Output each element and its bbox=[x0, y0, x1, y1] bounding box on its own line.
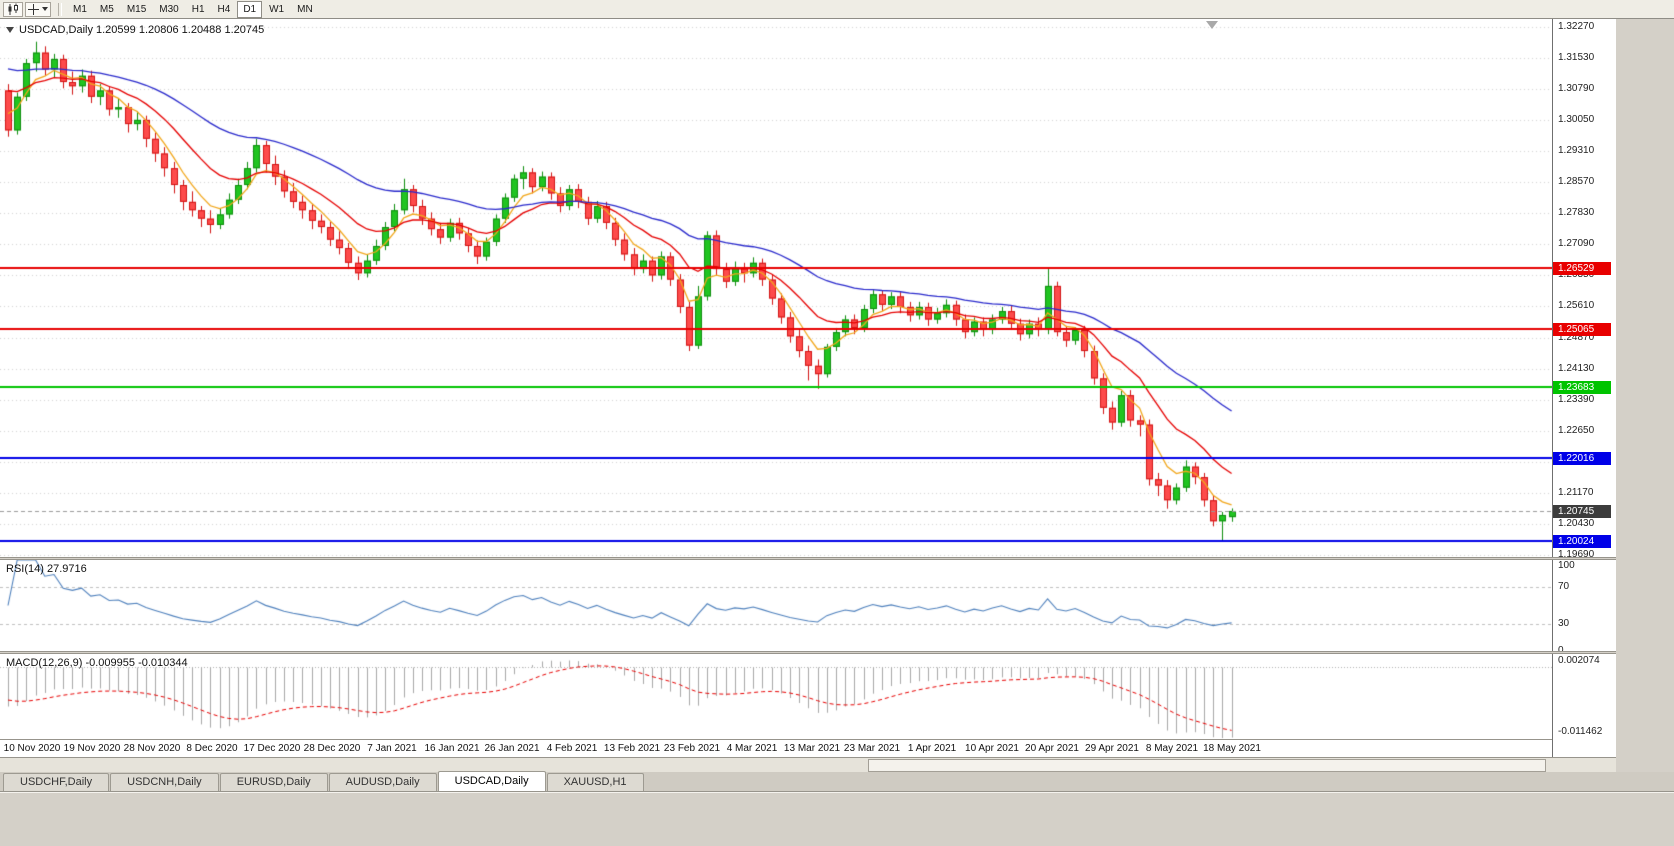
time-axis-label: 10 Nov 2020 bbox=[3, 743, 61, 754]
hline-price-tag: 1.22016 bbox=[1553, 452, 1611, 465]
price-tick-label: 1.24870 bbox=[1558, 332, 1595, 343]
price-chart-canvas[interactable] bbox=[0, 19, 1552, 557]
time-axis-label: 26 Jan 2021 bbox=[484, 743, 540, 754]
timeframe-button-m30[interactable]: M30 bbox=[159, 3, 179, 15]
hline-price-tag: 1.20024 bbox=[1553, 535, 1611, 548]
price-axis: 1.32270 1.31530 1.30790 1.30050 1.29310 1.285… bbox=[1552, 19, 1616, 757]
chart-tab-xauusd[interactable]: XAUUSD,H1 bbox=[546, 773, 644, 791]
macd-scale-label: 0.002074 bbox=[1558, 655, 1600, 666]
chart-tab-bar: USDCHF,Daily USDCNH,Daily EURUSD,Daily AUDU… bbox=[0, 771, 1674, 792]
time-axis-label: 17 Dec 2020 bbox=[243, 743, 301, 754]
chart-tab-eurusd[interactable]: EURUSD,Daily bbox=[219, 773, 328, 791]
price-tick-label: 1.30050 bbox=[1558, 114, 1595, 125]
panel-separator-rsi[interactable] bbox=[0, 557, 1616, 560]
time-axis-label: 10 Apr 2021 bbox=[965, 743, 1019, 754]
chart-tab-usdcad[interactable]: USDCAD,Daily bbox=[437, 771, 546, 791]
time-axis-label: 13 Mar 2021 bbox=[783, 743, 841, 754]
price-tick-label: 1.28570 bbox=[1558, 176, 1595, 187]
one-click-trading-icon[interactable] bbox=[6, 27, 14, 33]
rsi-scale-label: 100 bbox=[1558, 560, 1575, 571]
time-axis-label: 7 Jan 2021 bbox=[367, 743, 417, 754]
rsi-scale-label: 30 bbox=[1558, 618, 1570, 629]
crosshair-icon bbox=[28, 3, 39, 15]
candlestick-chart-tool-button[interactable] bbox=[3, 1, 23, 17]
time-axis-label: 28 Dec 2020 bbox=[303, 743, 361, 754]
chart-plot-area: USDCAD,Daily 1.20599 1.20806 1.20488 1.2… bbox=[0, 19, 1552, 772]
timeframe-button-m1[interactable]: M1 bbox=[73, 3, 87, 15]
timeframe-button-h4[interactable]: H4 bbox=[217, 3, 231, 15]
price-tick-label: 1.21170 bbox=[1558, 487, 1594, 498]
price-tick-label: 1.20430 bbox=[1558, 518, 1595, 529]
chart-tab-audusd[interactable]: AUDUSD,Daily bbox=[328, 773, 437, 791]
price-tick-label: 1.23390 bbox=[1558, 394, 1595, 405]
price-tick-label: 1.27090 bbox=[1558, 238, 1595, 249]
time-axis-label: 19 Nov 2020 bbox=[63, 743, 121, 754]
price-tick-label: 1.30790 bbox=[1558, 83, 1595, 94]
time-axis-label: 16 Jan 2021 bbox=[424, 743, 480, 754]
time-axis-label: 23 Mar 2021 bbox=[843, 743, 901, 754]
chart-shift-marker-icon[interactable] bbox=[1206, 21, 1218, 29]
time-axis-label: 18 May 2021 bbox=[1203, 743, 1261, 754]
chart-tab-usdchf[interactable]: USDCHF,Daily bbox=[3, 773, 110, 791]
time-axis-label: 1 Apr 2021 bbox=[907, 743, 957, 754]
price-tick-label: 1.29310 bbox=[1558, 145, 1595, 156]
price-tick-label: 1.24130 bbox=[1558, 363, 1595, 374]
timeframe-button-d1[interactable]: D1 bbox=[237, 0, 263, 18]
window-right-gutter bbox=[1616, 19, 1674, 772]
hline-price-tag: 1.26529 bbox=[1553, 262, 1611, 275]
ohlc-info-line: USDCAD,Daily 1.20599 1.20806 1.20488 1.2… bbox=[6, 24, 264, 36]
horizontal-scrollbar[interactable] bbox=[0, 757, 1616, 772]
time-axis-label: 23 Feb 2021 bbox=[663, 743, 721, 754]
chart-tab-usdcnh[interactable]: USDCNH,Daily bbox=[110, 773, 219, 791]
time-axis-label: 28 Nov 2020 bbox=[123, 743, 181, 754]
time-axis-label: 29 Apr 2021 bbox=[1085, 743, 1139, 754]
rsi-label: RSI(14) 27.9716 bbox=[6, 563, 87, 575]
timeframe-button-h1[interactable]: H1 bbox=[191, 3, 205, 15]
price-tick-label: 1.27830 bbox=[1558, 207, 1595, 218]
time-axis-label: 13 Feb 2021 bbox=[603, 743, 661, 754]
price-tick-label: 1.31530 bbox=[1558, 52, 1595, 63]
time-axis-label: 4 Mar 2021 bbox=[726, 743, 778, 754]
dropdown-caret-icon bbox=[42, 7, 48, 11]
time-axis-label: 20 Apr 2021 bbox=[1025, 743, 1079, 754]
timeframe-button-m15[interactable]: M15 bbox=[126, 3, 147, 15]
hline-price-tag: 1.23683 bbox=[1553, 381, 1611, 394]
candlestick-chart-icon bbox=[8, 3, 18, 15]
timeframe-button-w1[interactable]: W1 bbox=[269, 3, 285, 15]
price-tick-label: 1.32270 bbox=[1558, 21, 1595, 32]
price-tick-label: 1.19690 bbox=[1558, 549, 1595, 560]
ohlc-text: USDCAD,Daily 1.20599 1.20806 1.20488 1.2… bbox=[19, 24, 265, 36]
price-tick-label: 1.22650 bbox=[1558, 425, 1595, 436]
time-axis-label: 8 May 2021 bbox=[1145, 743, 1199, 754]
timeframe-button-m5[interactable]: M5 bbox=[99, 3, 114, 15]
timeframe-buttons: M1 M5 M15 M30 H1 H4 D1 W1 MN bbox=[67, 0, 320, 18]
current-price-tag: 1.20745 bbox=[1553, 505, 1611, 518]
time-axis: 10 Nov 2020 19 Nov 2020 28 Nov 2020 8 Dec 2… bbox=[0, 739, 1552, 757]
macd-label: MACD(12,26,9) -0.009955 -0.010344 bbox=[6, 657, 188, 669]
hline-price-tag: 1.25065 bbox=[1553, 323, 1611, 336]
time-axis-label: 4 Feb 2021 bbox=[546, 743, 598, 754]
macd-scale-label: -0.011462 bbox=[1558, 726, 1603, 737]
scrollbar-thumb[interactable] bbox=[868, 759, 1546, 772]
toolbar: M1 M5 M15 M30 H1 H4 D1 W1 MN bbox=[0, 0, 1674, 19]
panel-separator-macd[interactable] bbox=[0, 651, 1616, 654]
toolbar-separator bbox=[58, 2, 62, 16]
status-bar bbox=[0, 792, 1674, 846]
timeframe-button-mn[interactable]: MN bbox=[297, 3, 313, 15]
chart-window: USDCAD,Daily 1.20599 1.20806 1.20488 1.2… bbox=[0, 19, 1674, 772]
rsi-scale-label: 70 bbox=[1558, 581, 1570, 592]
rsi-canvas[interactable] bbox=[0, 560, 1552, 651]
price-tick-label: 1.25610 bbox=[1558, 300, 1595, 311]
time-axis-label: 8 Dec 2020 bbox=[186, 743, 238, 754]
crosshair-tool-button[interactable] bbox=[25, 1, 51, 17]
macd-canvas[interactable] bbox=[0, 654, 1552, 739]
rsi-scale-label: 0 bbox=[1558, 646, 1564, 656]
